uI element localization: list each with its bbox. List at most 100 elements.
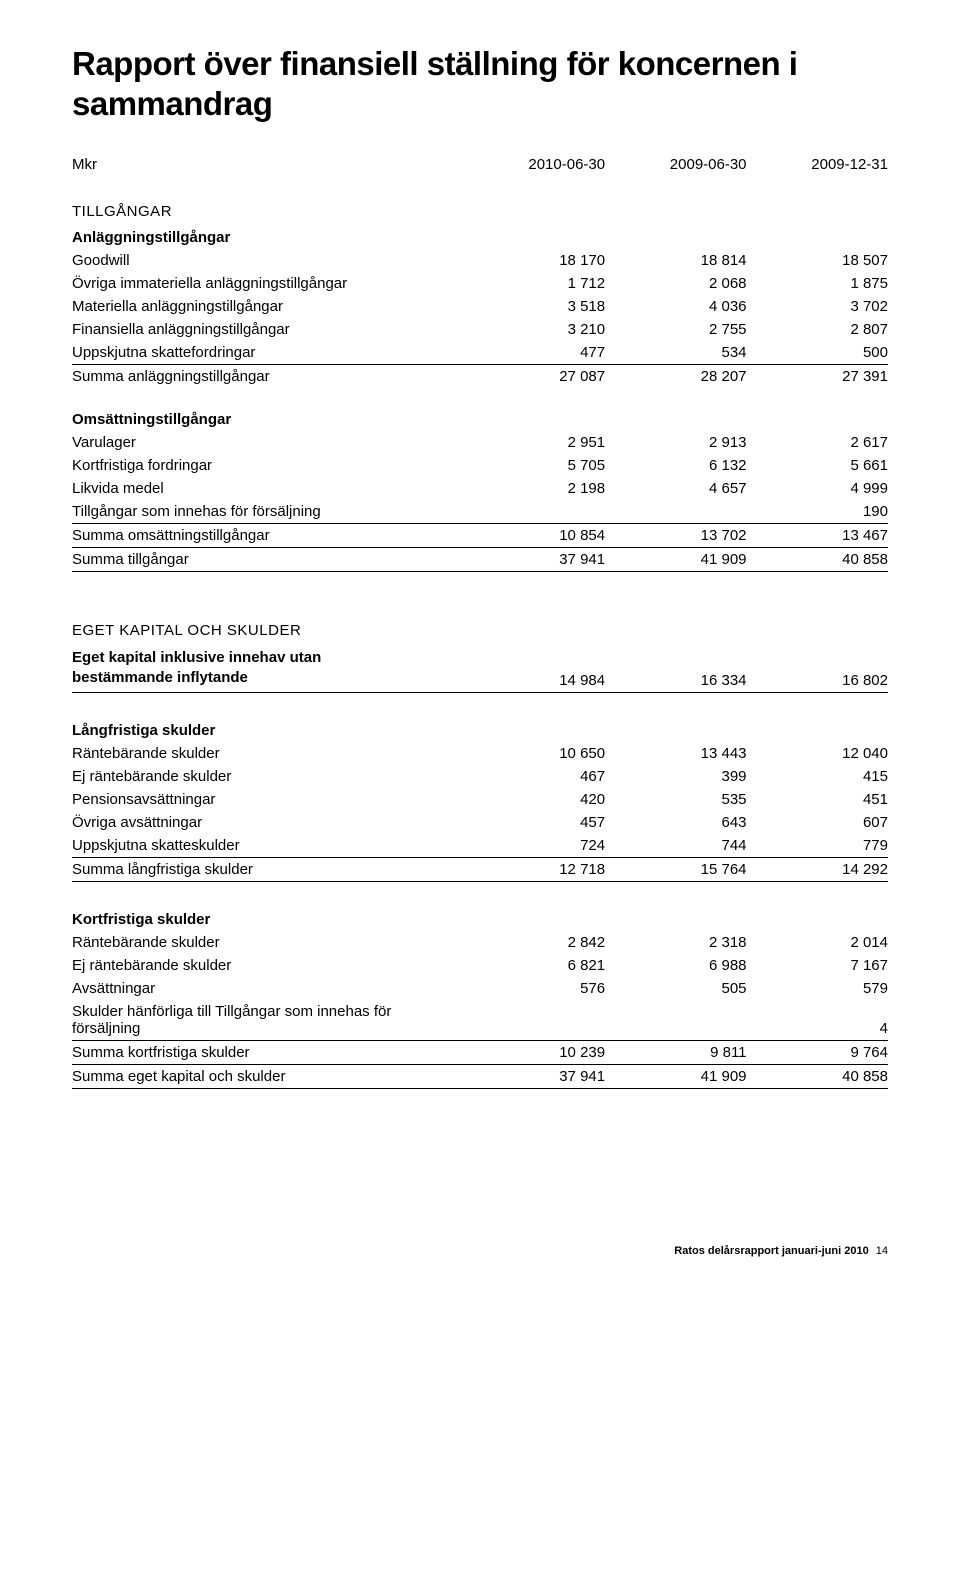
equity-row: Eget kapital inklusive innehav utan best…: [72, 645, 888, 692]
cell-val: 2 913: [605, 431, 746, 454]
cell-val: 190: [747, 500, 888, 524]
table-row: Ej räntebärande skulder 467 399 415: [72, 765, 888, 788]
cell-val: 41 909: [605, 548, 746, 572]
table-row: Varulager 2 951 2 913 2 617: [72, 431, 888, 454]
row-label: Materiella anläggningstillgångar: [72, 295, 464, 318]
cell-val: 18 507: [747, 249, 888, 272]
cell-val: 6 132: [605, 454, 746, 477]
period-col-1: 2009-06-30: [605, 153, 746, 197]
equity-label-line1: Eget kapital inklusive innehav utan: [72, 649, 321, 666]
row-label: Skulder hänförliga till Tillgångar som i…: [72, 1000, 464, 1041]
table-row: Ej räntebärande skulder 6 821 6 988 7 16…: [72, 954, 888, 977]
cell-val: 6 988: [605, 954, 746, 977]
page-number: 14: [876, 1245, 888, 1257]
cell-val: 2 318: [605, 931, 746, 954]
cell-val: 2 198: [464, 477, 605, 500]
cell-val: 40 858: [747, 548, 888, 572]
total-label: Summa tillgångar: [72, 548, 464, 572]
cell-val: 18 814: [605, 249, 746, 272]
subsection-heading: Anläggningstillgångar: [72, 226, 464, 249]
row-label: Pensionsavsättningar: [72, 788, 464, 811]
table-header-row: Mkr 2010-06-30 2009-06-30 2009-12-31: [72, 153, 888, 197]
cell-val: 505: [605, 977, 746, 1000]
cell-val: 27 087: [464, 365, 605, 389]
cell-val: 1 875: [747, 272, 888, 295]
period-col-0: 2010-06-30: [464, 153, 605, 197]
row-label: Tillgångar som innehas för försäljning: [72, 500, 464, 524]
table-row: Övriga avsättningar 457 643 607: [72, 811, 888, 834]
cell-val: 40 858: [747, 1064, 888, 1088]
subsection-heading: Kortfristiga skulder: [72, 908, 464, 931]
cell-val: 12 040: [747, 742, 888, 765]
cell-val: 579: [747, 977, 888, 1000]
cell-val: 10 854: [464, 524, 605, 548]
page-title: Rapport över finansiell ställning för ko…: [72, 44, 888, 123]
unit-label: Mkr: [72, 153, 464, 197]
cell-val: 2 842: [464, 931, 605, 954]
row-label: Kortfristiga fordringar: [72, 454, 464, 477]
cell-val: 10 650: [464, 742, 605, 765]
cell-val: 500: [747, 341, 888, 365]
cell-val: 6 821: [464, 954, 605, 977]
cell-val: [464, 500, 605, 524]
table-row: Finansiella anläggningstillgångar 3 210 …: [72, 318, 888, 341]
cell-val: 724: [464, 834, 605, 858]
table-row: Likvida medel 2 198 4 657 4 999: [72, 477, 888, 500]
cell-val: [605, 1000, 746, 1041]
cell-val: 535: [605, 788, 746, 811]
cell-val: 2 068: [605, 272, 746, 295]
row-label: Likvida medel: [72, 477, 464, 500]
cell-val: 9 764: [747, 1040, 888, 1064]
cell-val: 4 999: [747, 477, 888, 500]
cell-val: 467: [464, 765, 605, 788]
table-row: Uppskjutna skattefordringar 477 534 500: [72, 341, 888, 365]
table-row: Materiella anläggningstillgångar 3 518 4…: [72, 295, 888, 318]
cell-val: 37 941: [464, 1064, 605, 1088]
cell-val: 13 443: [605, 742, 746, 765]
cell-val: 2 807: [747, 318, 888, 341]
table-row: Kortfristiga fordringar 5 705 6 132 5 66…: [72, 454, 888, 477]
row-label: Goodwill: [72, 249, 464, 272]
cell-val: 2 617: [747, 431, 888, 454]
cell-val: 534: [605, 341, 746, 365]
row-label: Övriga immateriella anläggningstillgånga…: [72, 272, 464, 295]
table-row: Uppskjutna skatteskulder 724 744 779: [72, 834, 888, 858]
financial-table: Mkr 2010-06-30 2009-06-30 2009-12-31 TIL…: [72, 153, 888, 1095]
row-label: Finansiella anläggningstillgångar: [72, 318, 464, 341]
row-label: Räntebärande skulder: [72, 742, 464, 765]
period-col-2: 2009-12-31: [747, 153, 888, 197]
cell-val: 457: [464, 811, 605, 834]
cell-val: 4 657: [605, 477, 746, 500]
cell-val: 5 705: [464, 454, 605, 477]
total-row: Summa eget kapital och skulder 37 941 41…: [72, 1064, 888, 1088]
total-row: Summa tillgångar 37 941 41 909 40 858: [72, 548, 888, 572]
subsection-heading-row: Kortfristiga skulder: [72, 908, 888, 931]
equity-label-line2: bestämmande inflytande: [72, 669, 248, 686]
cell-val: 744: [605, 834, 746, 858]
row-label: Uppskjutna skatteskulder: [72, 834, 464, 858]
row-label: Uppskjutna skattefordringar: [72, 341, 464, 365]
table-row: Räntebärande skulder 2 842 2 318 2 014: [72, 931, 888, 954]
subsection-heading: Omsättningstillgångar: [72, 408, 464, 431]
row-label: Övriga avsättningar: [72, 811, 464, 834]
cell-val: 2 755: [605, 318, 746, 341]
subsection-heading-row: Omsättningstillgångar: [72, 408, 888, 431]
page-footer: Ratos delårsrapport januari-juni 2010 14: [72, 1245, 888, 1257]
section-heading: TILLGÅNGAR: [72, 197, 464, 226]
cell-val: 27 391: [747, 365, 888, 389]
table-row: Pensionsavsättningar 420 535 451: [72, 788, 888, 811]
cell-val: 643: [605, 811, 746, 834]
table-row: Avsättningar 576 505 579: [72, 977, 888, 1000]
cell-val: 15 764: [605, 857, 746, 881]
cell-val: 13 467: [747, 524, 888, 548]
cell-val: 16 802: [747, 645, 888, 692]
cell-val: 5 661: [747, 454, 888, 477]
cell-val: 13 702: [605, 524, 746, 548]
cell-val: [464, 1000, 605, 1041]
equity-label: Eget kapital inklusive innehav utan best…: [72, 645, 464, 692]
row-label: Varulager: [72, 431, 464, 454]
cell-val: 779: [747, 834, 888, 858]
cell-val: 7 167: [747, 954, 888, 977]
cell-val: 451: [747, 788, 888, 811]
total-label: Summa eget kapital och skulder: [72, 1064, 464, 1088]
